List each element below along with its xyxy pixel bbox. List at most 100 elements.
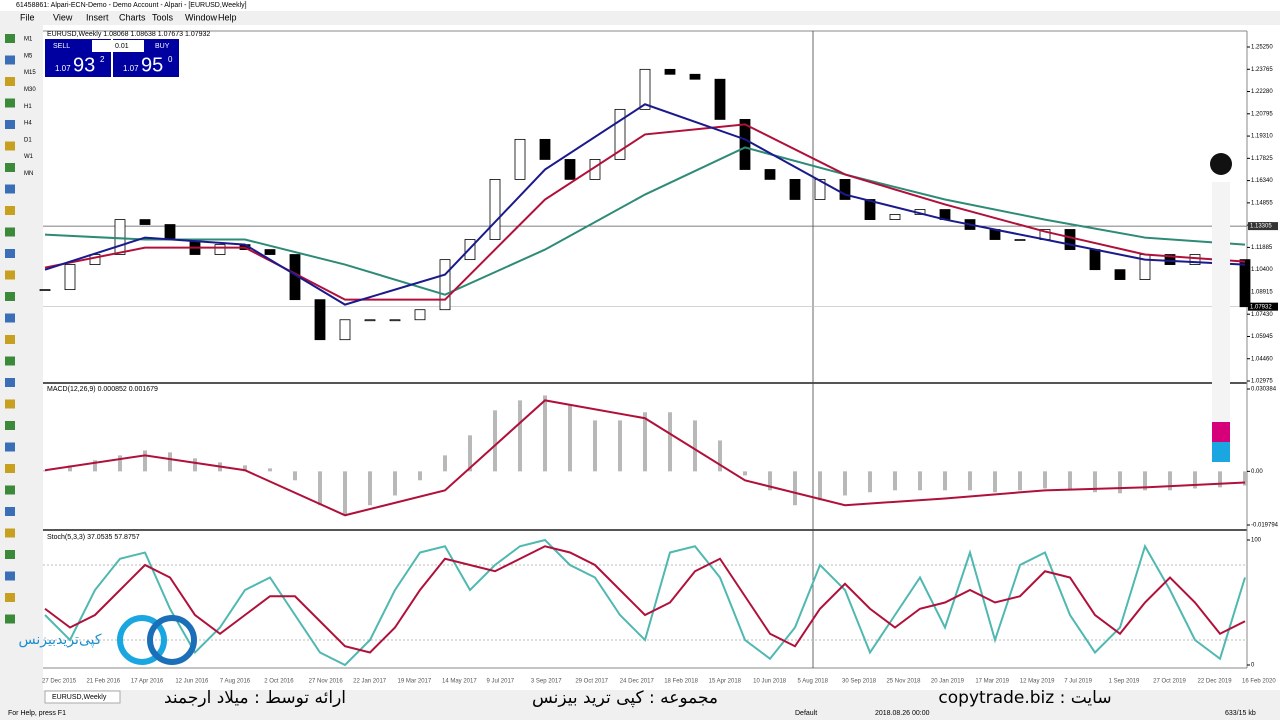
toolbar-icon[interactable] bbox=[5, 313, 15, 323]
menu-item[interactable]: Insert bbox=[86, 12, 109, 22]
toolbar-icon[interactable] bbox=[5, 227, 15, 237]
candle bbox=[1189, 254, 1201, 265]
moving-average bbox=[44, 123, 1246, 301]
status-profile: Default bbox=[795, 710, 817, 717]
right-axis bbox=[1247, 31, 1280, 690]
candle bbox=[439, 259, 451, 311]
toolbar-icon[interactable] bbox=[5, 55, 15, 65]
candle bbox=[639, 68, 651, 110]
color-tool[interactable] bbox=[1212, 422, 1230, 442]
menu-item[interactable]: View bbox=[53, 12, 73, 22]
timeframe-button[interactable]: M5 bbox=[24, 53, 33, 59]
lots: 0.01 bbox=[115, 43, 129, 50]
histogram-bar bbox=[1143, 471, 1147, 491]
x-tick-label: 9 Jul 2017 bbox=[486, 679, 514, 685]
candle bbox=[739, 119, 751, 170]
caption-site: سایت : copytrade.biz bbox=[938, 688, 1111, 708]
histogram-bar bbox=[1068, 471, 1072, 491]
candle bbox=[614, 108, 626, 160]
toolbar-icon[interactable] bbox=[5, 163, 15, 172]
candle bbox=[314, 299, 326, 341]
candle bbox=[764, 169, 776, 180]
toolbar-icon[interactable] bbox=[5, 249, 15, 258]
candle bbox=[1114, 269, 1126, 280]
lots-box[interactable] bbox=[92, 40, 144, 52]
stoch-signal bbox=[44, 545, 1246, 654]
menu-item[interactable]: Tools bbox=[152, 12, 174, 22]
y-tick-label: 1.25250 bbox=[1251, 45, 1273, 51]
timeframe-button[interactable]: MN bbox=[24, 171, 33, 177]
histogram-bar bbox=[1043, 471, 1047, 489]
toolbar-icon[interactable] bbox=[5, 206, 15, 215]
x-tick-label: 25 Nov 2018 bbox=[886, 679, 921, 685]
histogram-bar bbox=[168, 452, 172, 472]
toolbar-icon[interactable] bbox=[5, 464, 15, 473]
y-tick-label: 1.10400 bbox=[1251, 267, 1273, 273]
histogram-bar bbox=[1093, 471, 1097, 493]
toolbar-icon[interactable] bbox=[5, 141, 15, 151]
toolbar-icon[interactable] bbox=[5, 421, 15, 430]
menu-item[interactable]: Charts bbox=[119, 12, 146, 22]
tab-label[interactable]: EURUSD,Weekly bbox=[52, 694, 107, 701]
tool-icon[interactable] bbox=[1210, 153, 1232, 175]
candle bbox=[514, 138, 526, 180]
toolbar-icon[interactable] bbox=[5, 120, 15, 129]
histogram-bar bbox=[43, 470, 47, 472]
timeframe-button[interactable]: H4 bbox=[24, 121, 32, 127]
timeframe-button[interactable]: M1 bbox=[24, 37, 33, 43]
histogram-bar bbox=[293, 471, 297, 481]
menu-item[interactable]: File bbox=[20, 12, 35, 22]
timeframe-button[interactable]: D1 bbox=[24, 137, 32, 143]
price-marker-label: 1.07932 bbox=[1250, 304, 1272, 310]
toolbar-icon[interactable] bbox=[5, 399, 15, 409]
toolbar-icon[interactable] bbox=[5, 335, 15, 344]
histogram-bar bbox=[1168, 471, 1172, 491]
toolbar-icon[interactable] bbox=[5, 442, 15, 452]
histogram-bar bbox=[268, 468, 272, 472]
toolbar-icon[interactable] bbox=[5, 292, 15, 301]
toolbar-icon[interactable] bbox=[5, 34, 15, 43]
candle bbox=[789, 179, 801, 200]
toolbar-icon[interactable] bbox=[5, 507, 15, 516]
timeframe-button[interactable]: M15 bbox=[24, 70, 36, 76]
candle bbox=[64, 264, 76, 291]
candle bbox=[539, 138, 551, 160]
timeframe-button[interactable]: W1 bbox=[24, 154, 34, 160]
candle bbox=[814, 179, 826, 200]
x-tick-label: 27 Oct 2019 bbox=[1153, 679, 1186, 685]
toolbar-icon[interactable] bbox=[5, 184, 15, 194]
timeframe-button[interactable]: H1 bbox=[24, 104, 32, 110]
toolbar-icon[interactable] bbox=[5, 356, 15, 366]
x-tick-label: 29 Oct 2017 bbox=[575, 679, 608, 685]
y-tick-label: -0.019794 bbox=[1251, 523, 1279, 529]
histogram-bar bbox=[668, 412, 672, 472]
histogram-bar bbox=[1243, 471, 1247, 486]
y-tick-label: 1.14855 bbox=[1251, 200, 1273, 206]
color-tool[interactable] bbox=[1212, 442, 1230, 462]
menu-item[interactable]: Help bbox=[218, 12, 237, 22]
buy-label: BUY bbox=[155, 43, 170, 50]
candle bbox=[164, 224, 176, 240]
toolbar-icon[interactable] bbox=[5, 270, 15, 280]
toolbar-icon[interactable] bbox=[5, 77, 15, 86]
chart-tab[interactable] bbox=[44, 690, 121, 704]
y-tick-label: 1.23765 bbox=[1251, 67, 1273, 73]
toolbar-icon[interactable] bbox=[5, 614, 15, 624]
timeframe-button[interactable]: M30 bbox=[24, 87, 36, 93]
price-marker bbox=[1248, 222, 1278, 231]
menu-item[interactable]: Window bbox=[185, 12, 218, 22]
toolbar-icon[interactable] bbox=[5, 528, 15, 538]
toolbar-icon[interactable] bbox=[5, 593, 15, 602]
toolbar-icon[interactable] bbox=[5, 571, 15, 581]
x-tick-label: 19 Mar 2017 bbox=[398, 679, 432, 685]
ask: 95 bbox=[141, 54, 163, 76]
toolbar-icon[interactable] bbox=[5, 485, 15, 495]
histogram-bar bbox=[543, 395, 547, 472]
histogram-bar bbox=[518, 400, 522, 472]
x-tick-label: 18 Feb 2018 bbox=[664, 679, 698, 685]
toolbar-icon[interactable] bbox=[5, 550, 15, 559]
histogram-bar bbox=[768, 471, 772, 491]
toolbar-icon[interactable] bbox=[5, 378, 15, 387]
candle bbox=[214, 244, 226, 255]
toolbar-icon[interactable] bbox=[5, 98, 15, 108]
